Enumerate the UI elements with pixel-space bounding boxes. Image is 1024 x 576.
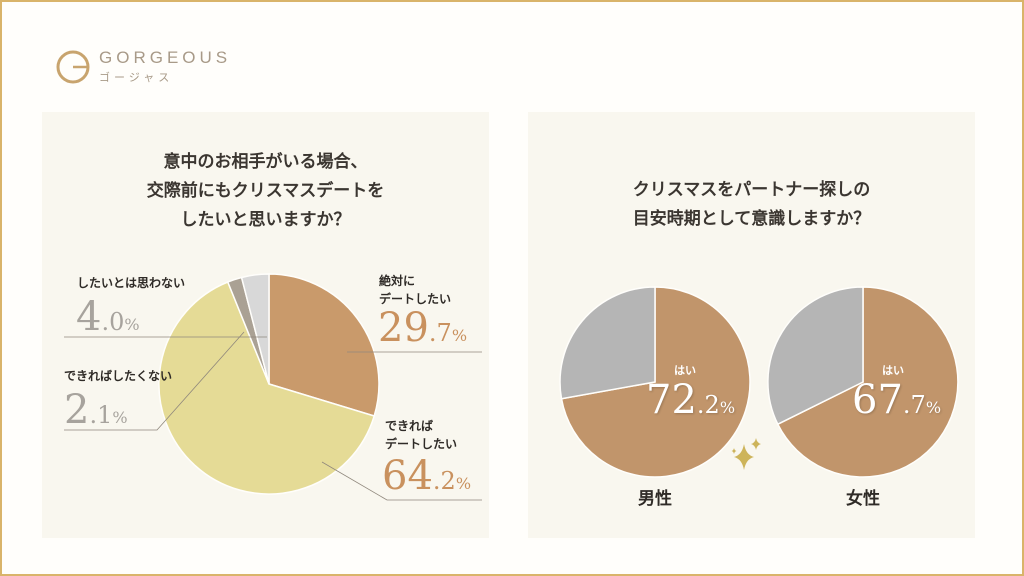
female-yes-label: はい: [882, 364, 904, 377]
brand-logo: GORGEOUS ゴージャス: [55, 49, 231, 85]
gorgeous-logo-icon: [56, 50, 90, 84]
male-yes-value: 72.2%: [646, 377, 736, 423]
female-pie: [767, 286, 959, 478]
slice-no: [240, 273, 270, 385]
brand-name-en: GORGEOUS: [99, 48, 232, 67]
label-absolutely: 絶対に デートしたい: [379, 274, 452, 306]
male-pie: [559, 286, 751, 478]
slice-absolutely: [268, 273, 380, 417]
gender-pie-charts: [559, 286, 959, 478]
question-title: 意中のお相手がいる場合、 交際前にもクリスマスデートを したいと思いますか？: [146, 152, 385, 230]
label-if-possible: できれば デートしたい: [385, 419, 458, 451]
male-yes-label: はい: [674, 364, 696, 377]
brand-name-ja: ゴージャス: [99, 71, 174, 84]
male-label: 男性: [638, 489, 672, 509]
label-rather-not: できればしたくない: [64, 369, 173, 383]
sparkle-icon: [731, 438, 761, 470]
value-no: 4.0%: [76, 294, 140, 340]
value-rather-not: 2.1%: [64, 387, 128, 433]
partner-search-panel: クリスマスをパートナー探しの 目安時期として意識しますか？ はい 72.: [528, 112, 975, 538]
label-no: したいとは思わない: [77, 276, 186, 290]
female-yes-value: 67.7%: [852, 377, 942, 423]
date-intent-panel: 意中のお相手がいる場合、 交際前にもクリスマスデートを したいと思いますか？: [42, 112, 489, 538]
female-label: 女性: [846, 489, 880, 509]
value-if-possible: 64.2%: [382, 453, 472, 499]
value-absolutely: 29.7%: [378, 305, 468, 351]
question-title: クリスマスをパートナー探しの 目安時期として意識しますか？: [632, 180, 871, 229]
slice-if-possible: [158, 281, 376, 495]
date-intent-pie-chart: [64, 273, 482, 501]
